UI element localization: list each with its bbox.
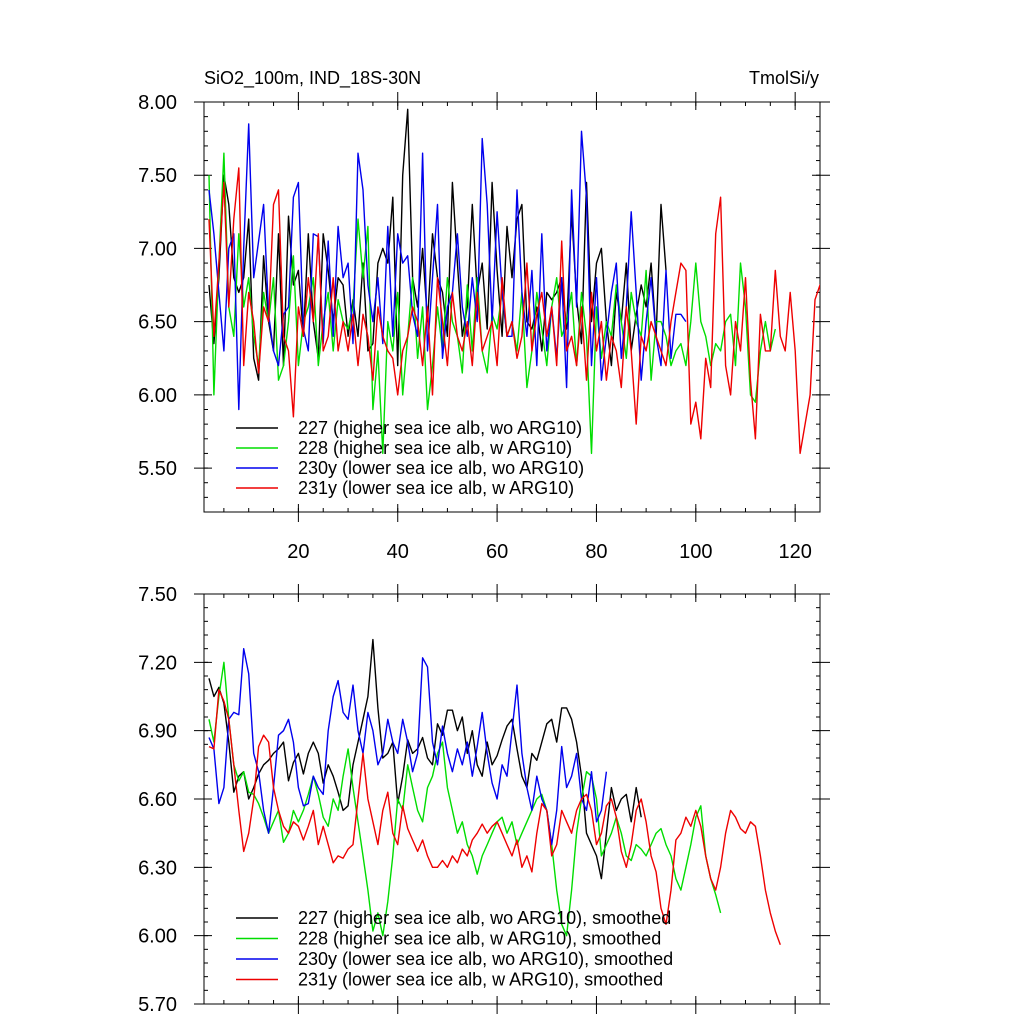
series-line-227 [208,108,667,381]
legend-label: 230y (lower sea ice alb, wo ARG10) [298,458,584,478]
x-tick-label: 80 [585,541,607,563]
y-tick-label: 6.60 [138,789,177,811]
x-tick-label: 40 [387,541,409,563]
series-group [208,638,781,946]
figure-units: TmolSi/y [749,68,819,88]
series-line-231y [208,167,820,455]
y-tick-label: 7.00 [138,238,177,260]
legend-label: 231y (lower sea ice alb, w ARG10) [298,478,574,498]
series-group [208,108,820,455]
y-tick-label: 7.50 [138,165,177,187]
legend-label: 231y (lower sea ice alb, w ARG10), smoot… [298,970,663,990]
y-tick-label: 8.00 [138,92,177,114]
legend-label: 227 (higher sea ice alb, wo ARG10), smoo… [298,908,671,928]
figure-title: SiO2_100m, IND_18S-30N [204,68,421,89]
series-line-230y-smoothed [208,648,608,846]
legend-label: 230y (lower sea ice alb, wo ARG10), smoo… [298,949,673,969]
x-tick-label: 100 [679,541,712,563]
series-line-231y-smoothed [208,689,781,946]
y-tick-label: 5.50 [138,458,177,480]
series-line-227-smoothed [208,638,642,880]
y-tick-label: 6.50 [138,312,177,334]
x-tick-label: 20 [287,541,309,563]
y-tick-label: 7.50 [138,584,177,606]
x-tick-label: 60 [486,541,508,563]
y-tick-label: 6.90 [138,721,177,743]
legend-label: 228 (higher sea ice alb, w ARG10), smoot… [298,929,661,949]
y-tick-label: 7.20 [138,652,177,674]
y-tick-label: 6.00 [138,385,177,407]
bottom-panel: 5.70 6.00 6.30 6.60 6.90 7.20 7.50 227 (higher … [138,584,830,1016]
legend-label: 228 (higher sea ice alb, w ARG10) [298,438,572,458]
series-line-230y [208,123,687,411]
series-line-228-smoothed [208,661,722,937]
y-tick-label: 6.00 [138,926,177,948]
top-panel: 5.50 6.00 6.50 7.00 7.50 8.00 20 40 60 80 100 120 22… [138,92,830,563]
legend-label: 227 (higher sea ice alb, wo ARG10) [298,418,582,438]
y-tick-label: 5.70 [138,994,177,1016]
x-tick-label: 120 [778,541,811,563]
y-tick-label: 6.30 [138,857,177,879]
